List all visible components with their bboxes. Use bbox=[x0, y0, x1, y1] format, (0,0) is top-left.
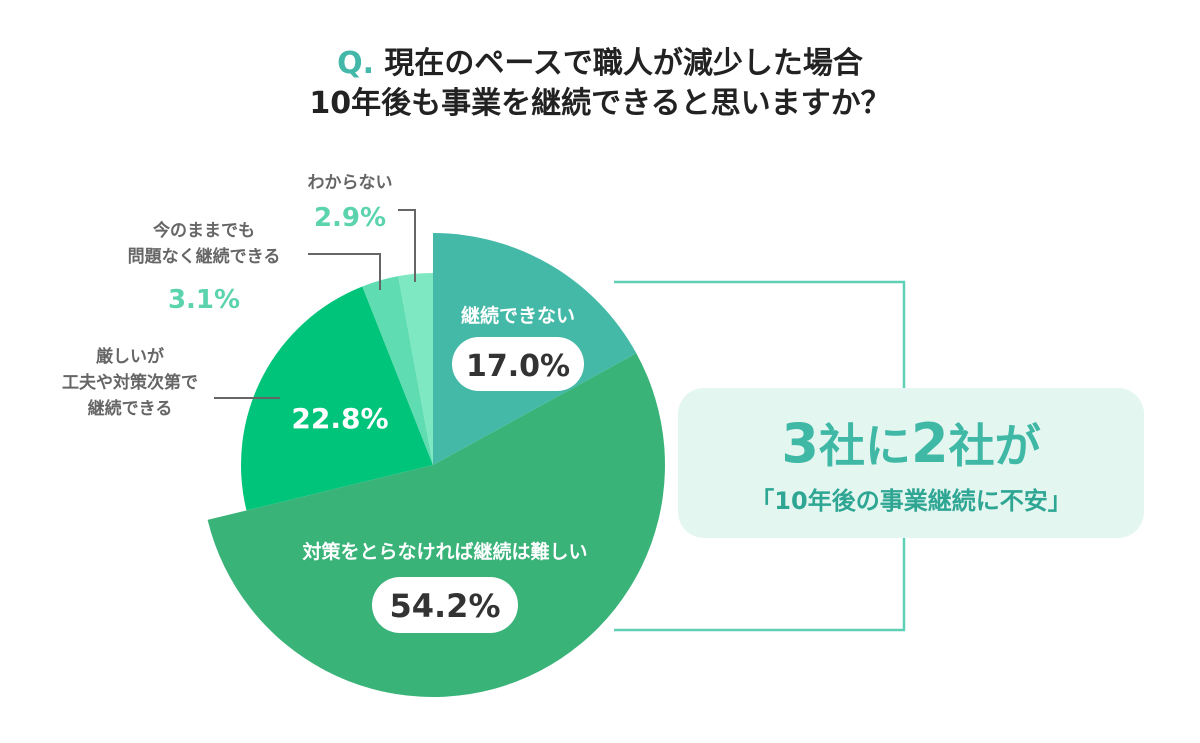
callout-subtext: 「10年後の事業継続に不安」 bbox=[750, 487, 1072, 515]
slice-1-label: 継続できない bbox=[461, 304, 575, 327]
title-line-1: Q. 現在のペースで職人が減少した場合 bbox=[0, 44, 1200, 84]
leader-line-unknown bbox=[398, 209, 416, 282]
summary-callout: 3社に2社が 「10年後の事業継続に不安」 bbox=[678, 388, 1144, 538]
slice-1-value-pill bbox=[452, 337, 584, 391]
slice-4-label: 今のままでも問題なく継続できる bbox=[128, 220, 281, 267]
pie-slice-5 bbox=[398, 273, 433, 465]
bracket-line-top bbox=[614, 280, 906, 388]
slice-2-value: 54.2% bbox=[389, 587, 500, 625]
slice-5-label: わからない bbox=[308, 173, 393, 193]
pie-slice-4 bbox=[362, 276, 433, 465]
slice-2-value-pill bbox=[372, 577, 518, 633]
leader-line-no-problem bbox=[308, 253, 381, 290]
callout-number-1: 3 bbox=[781, 412, 819, 475]
title-line-2: 10年後も事業を継続できると思いますか？ bbox=[309, 86, 891, 121]
question-prefix: Q. bbox=[337, 46, 374, 81]
pie-slice-3 bbox=[241, 286, 433, 511]
callout-text-1: 社に bbox=[819, 419, 911, 473]
bracket-line-bottom bbox=[614, 538, 906, 632]
slice-2-label: 対策をとらなければ継続は難しい bbox=[301, 540, 587, 563]
pie-slice-2 bbox=[207, 353, 665, 697]
pie-slices bbox=[207, 233, 665, 697]
callout-number-2: 2 bbox=[911, 412, 949, 475]
slice-5-value: 2.9% bbox=[314, 203, 386, 233]
chart-title: Q. 現在のペースで職人が減少した場合 10年後も事業を継続できると思いますか？ bbox=[0, 44, 1200, 124]
slice-4-value: 3.1% bbox=[168, 285, 240, 315]
title-line-1-text: 現在のペースで職人が減少した場合 bbox=[384, 46, 863, 81]
slice-1-value: 17.0% bbox=[466, 349, 570, 384]
slice-3-label: 厳しいが工夫や対策次第で継続できる bbox=[62, 346, 198, 419]
callout-text-2: 社が bbox=[948, 419, 1041, 473]
slice-3-value: 22.8% bbox=[291, 402, 388, 435]
callout-headline: 3社に2社が bbox=[678, 417, 1144, 473]
